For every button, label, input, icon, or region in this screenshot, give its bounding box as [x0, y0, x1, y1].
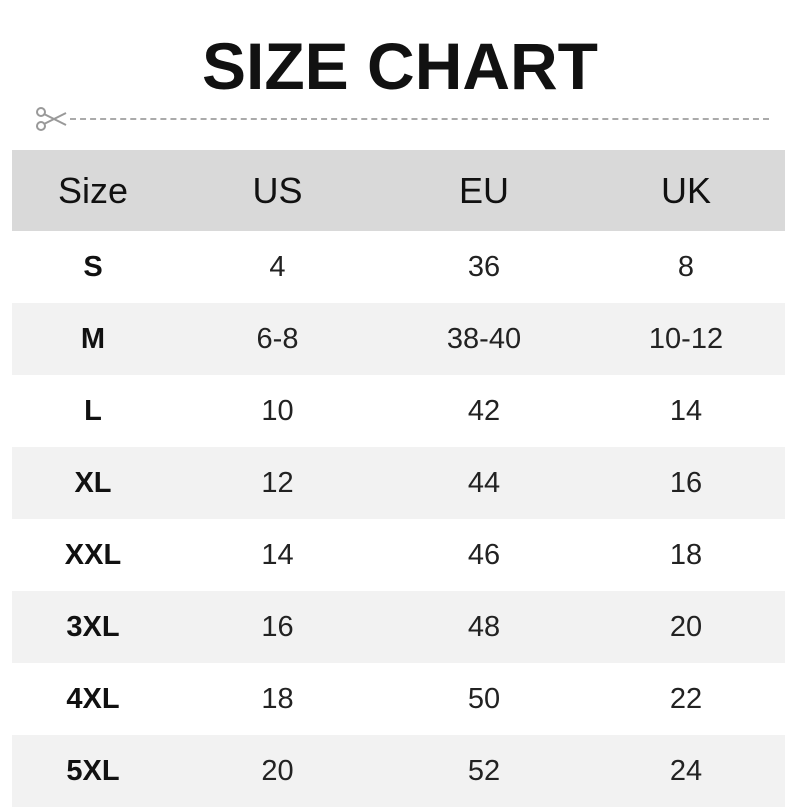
- table-cell: 22: [669, 682, 703, 715]
- table-cell: 38-40: [381, 303, 587, 375]
- table-cell: 44: [381, 447, 587, 519]
- table-row: XL 12 44 16: [12, 447, 785, 519]
- table-cell: 14: [261, 538, 294, 571]
- column-header: EU: [381, 150, 587, 231]
- table-cell: 4: [269, 250, 286, 283]
- scissors-icon: [36, 107, 67, 131]
- table-cell: 16: [174, 591, 381, 663]
- table-cell: 42: [467, 394, 501, 427]
- table-cell: L: [84, 394, 102, 427]
- table-row: L 10 42 14: [12, 375, 785, 447]
- header-row: Size US EU UK: [12, 150, 785, 231]
- table-cell: 50: [467, 682, 501, 715]
- table-row: XXL 14 46 18: [12, 519, 785, 591]
- table-cell: 10-12: [587, 303, 785, 375]
- table-cell: 48: [381, 591, 587, 663]
- table-cell: 16: [587, 447, 785, 519]
- table-row: S 4 36 8: [12, 231, 785, 303]
- page-title: SIZE CHART: [202, 29, 598, 103]
- size-table: Size US EU UK S 4 36 8 M 6-8 38-40 10-12 L 10 42 14 XL 1…: [12, 150, 785, 807]
- table-cell: 8: [677, 250, 695, 283]
- table-cell: 20: [587, 591, 785, 663]
- table-row: M 6-8 38-40 10-12: [12, 303, 785, 375]
- table-cell: 24: [587, 735, 785, 807]
- cut-line: [34, 107, 769, 131]
- table-cell: XL: [12, 447, 174, 519]
- table-cell: 18: [261, 682, 294, 715]
- table-cell: M: [12, 303, 174, 375]
- table-cell: S: [83, 250, 103, 283]
- dashed-line: [70, 118, 769, 120]
- table-cell: 18: [669, 538, 703, 571]
- table-cell: 14: [669, 394, 703, 427]
- table-cell: XXL: [64, 538, 122, 571]
- table-cell: 6-8: [174, 303, 381, 375]
- table-cell: 36: [467, 250, 501, 283]
- table-cell: 10: [261, 394, 294, 427]
- table-row: 3XL 16 48 20: [12, 591, 785, 663]
- table-cell: 12: [174, 447, 381, 519]
- table-cell: 20: [174, 735, 381, 807]
- table-cell: 3XL: [12, 591, 174, 663]
- table-cell: 52: [381, 735, 587, 807]
- column-header: US: [174, 150, 381, 231]
- table-cell: 46: [467, 538, 501, 571]
- table-row: 4XL 18 50 22: [12, 663, 785, 735]
- column-header: Size: [12, 150, 174, 231]
- column-header: UK: [587, 150, 785, 231]
- table-row: 5XL 20 52 24: [12, 735, 785, 807]
- table-cell: 4XL: [66, 682, 120, 715]
- table-cell: 5XL: [12, 735, 174, 807]
